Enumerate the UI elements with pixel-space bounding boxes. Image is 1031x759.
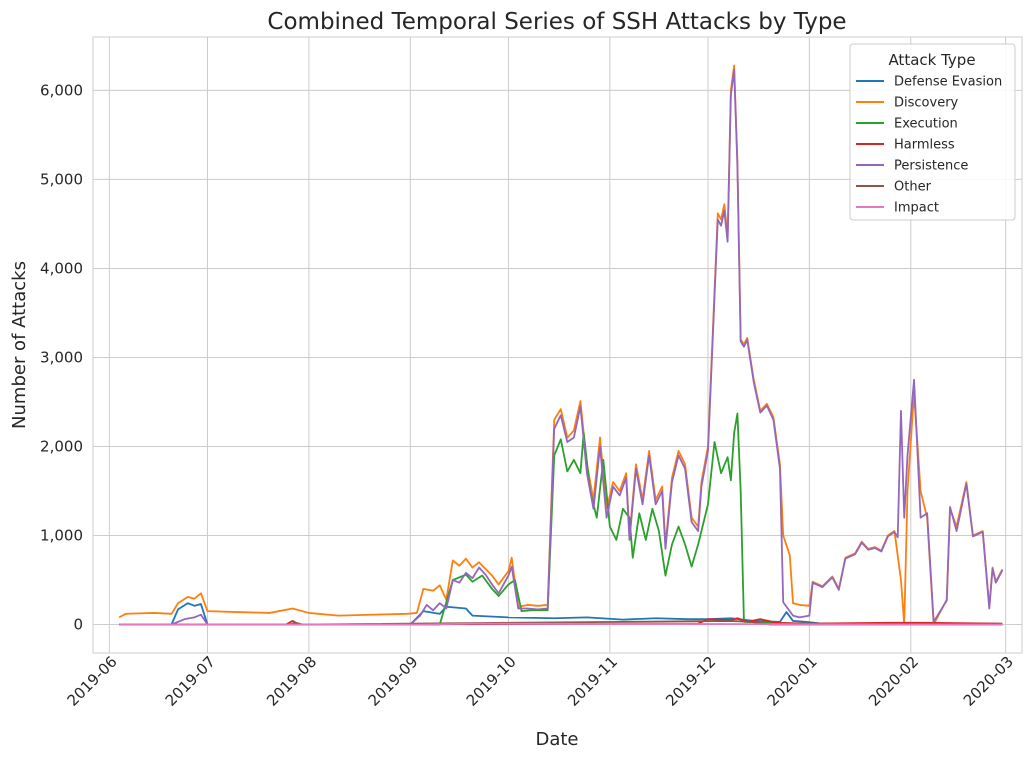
y-tick-label: 2,000 (40, 437, 83, 455)
legend-label-defense-evasion: Defense Evasion (894, 75, 1002, 90)
y-tick-label: 6,000 (40, 81, 83, 99)
y-tick-label: 1,000 (40, 526, 83, 544)
legend-label-discovery: Discovery (894, 96, 959, 111)
y-tick-label: 4,000 (40, 259, 83, 277)
legend: Attack Type Defense Evasion Discovery Exec… (849, 43, 1016, 221)
y-tick-labels: 0 1,000 2,000 3,000 4,000 5,000 6,000 (40, 81, 83, 633)
legend-label-other: Other (894, 180, 932, 195)
series-line-impact (119, 622, 1003, 626)
x-axis-title: Date (535, 729, 578, 750)
series-line-execution (119, 412, 1003, 626)
plot-frame (92, 36, 1023, 654)
series-line-persistence (119, 69, 1004, 626)
legend-label-harmless: Harmless (894, 138, 955, 153)
series-line-defense-evasion (119, 602, 1000, 626)
y-tick-label: 3,000 (40, 348, 83, 366)
legend-label-impact: Impact (894, 201, 939, 216)
y-tick-label: 0 (73, 616, 83, 634)
legend-box (849, 43, 1016, 221)
legend-label-persistence: Persistence (894, 159, 968, 174)
chart-title: Combined Temporal Series of SSH Attacks … (267, 9, 846, 35)
y-axis-title: Number of Attacks (9, 261, 30, 429)
y-tick-label: 5,000 (40, 170, 83, 188)
legend-label-execution: Execution (894, 117, 958, 132)
legend-items: Defense Evasion Discovery Execution Harmles… (856, 75, 1002, 216)
series-lines (118, 64, 1004, 626)
legend-title: Attack Type (888, 51, 975, 69)
